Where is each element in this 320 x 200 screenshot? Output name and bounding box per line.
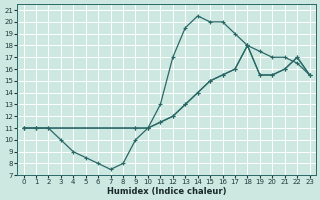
X-axis label: Humidex (Indice chaleur): Humidex (Indice chaleur) (107, 187, 226, 196)
